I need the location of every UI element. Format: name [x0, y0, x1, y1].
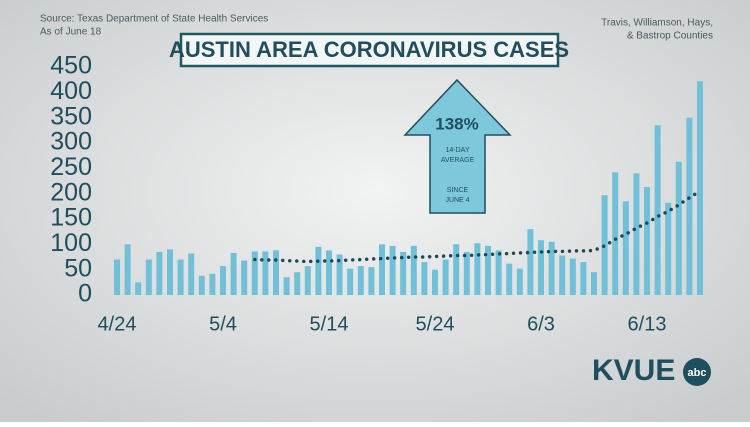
bar — [304, 266, 311, 295]
bar — [410, 245, 417, 295]
chart-title: AUSTIN AREA CORONAVIRUS CASES — [169, 37, 569, 62]
bar — [241, 260, 248, 295]
region: & Bastrop Counties — [627, 31, 713, 42]
x-tick-label: 6/3 — [527, 313, 555, 335]
bar — [495, 250, 502, 295]
bar — [474, 243, 481, 295]
bar — [612, 172, 619, 295]
bar — [198, 275, 205, 295]
bar — [167, 249, 173, 295]
bar — [135, 282, 142, 295]
bar — [633, 173, 640, 295]
bar — [347, 268, 354, 295]
bar — [538, 240, 544, 295]
logo-badge-circle — [683, 358, 711, 386]
y-tick-label: 300 — [50, 128, 92, 156]
annotation-metric-box: 14-DAY AVERAGE — [440, 147, 475, 164]
bar — [177, 259, 184, 295]
bar — [188, 253, 195, 295]
bar — [506, 263, 513, 295]
bar — [675, 161, 682, 295]
bar — [368, 267, 375, 295]
bar — [156, 251, 163, 295]
y-tick-label: 350 — [50, 102, 92, 130]
bar — [251, 251, 258, 295]
arrow — [403, 78, 512, 214]
annotation-metric: 14-DAY AVERAGE — [440, 147, 475, 164]
bar — [622, 201, 629, 295]
bar — [273, 250, 279, 295]
moving-average-line — [253, 189, 702, 264]
x-tick-label: 4/24 — [98, 313, 137, 335]
bar — [145, 259, 152, 295]
y-tick-label: 250 — [50, 153, 92, 181]
bar — [220, 266, 226, 295]
x-tick-label: 5/4 — [209, 313, 237, 335]
bar — [326, 250, 332, 295]
logo-badge: abc — [688, 367, 707, 379]
y-tick-label: 100 — [50, 229, 92, 257]
bar — [283, 277, 290, 295]
y-tick-label: 450 — [50, 52, 92, 80]
bar — [379, 244, 385, 295]
bar — [644, 187, 650, 295]
bar — [262, 251, 269, 295]
bar — [442, 259, 449, 295]
bar — [548, 241, 555, 295]
bar — [580, 262, 587, 295]
region: Travis, Williamson, Hays, — [601, 18, 713, 29]
logo: KVUE — [592, 354, 675, 387]
x-tick-label: 5/24 — [416, 313, 455, 335]
bar — [421, 262, 428, 295]
x-tick-label: 6/13 — [628, 313, 667, 335]
y-tick-label: 150 — [50, 204, 92, 232]
bar — [432, 269, 438, 295]
date-note: As of June 18 — [40, 27, 102, 38]
bar — [686, 117, 693, 296]
bar — [527, 229, 534, 295]
y-tick-label: 200 — [50, 178, 92, 206]
bar — [665, 202, 672, 295]
y-tick-label: 0 — [78, 280, 92, 308]
bar — [559, 255, 566, 295]
bar — [315, 246, 322, 295]
bar — [336, 254, 343, 295]
bar — [389, 245, 396, 295]
bar — [357, 266, 364, 295]
bar — [654, 125, 661, 296]
bar — [294, 272, 301, 295]
source: Source: Texas Department of State Health… — [40, 14, 268, 25]
annotation-since-box: SINCE JUNE 4 — [445, 187, 470, 204]
bar — [114, 259, 120, 295]
bar — [463, 251, 470, 295]
bar — [569, 258, 576, 295]
bar — [591, 272, 597, 295]
bar — [400, 251, 407, 295]
y-tick-label: 400 — [50, 77, 92, 105]
bar — [230, 252, 237, 295]
title-box — [179, 32, 560, 68]
annotation-value: 138% — [435, 114, 478, 133]
bar — [697, 81, 703, 295]
annotation-since: SINCE JUNE 4 — [445, 187, 470, 204]
bar — [124, 244, 131, 295]
bar — [485, 245, 491, 295]
y-tick-label: 50 — [64, 254, 92, 282]
bar — [453, 244, 460, 295]
bar — [209, 273, 216, 295]
x-tick-label: 5/14 — [310, 313, 349, 335]
bar — [516, 268, 523, 295]
